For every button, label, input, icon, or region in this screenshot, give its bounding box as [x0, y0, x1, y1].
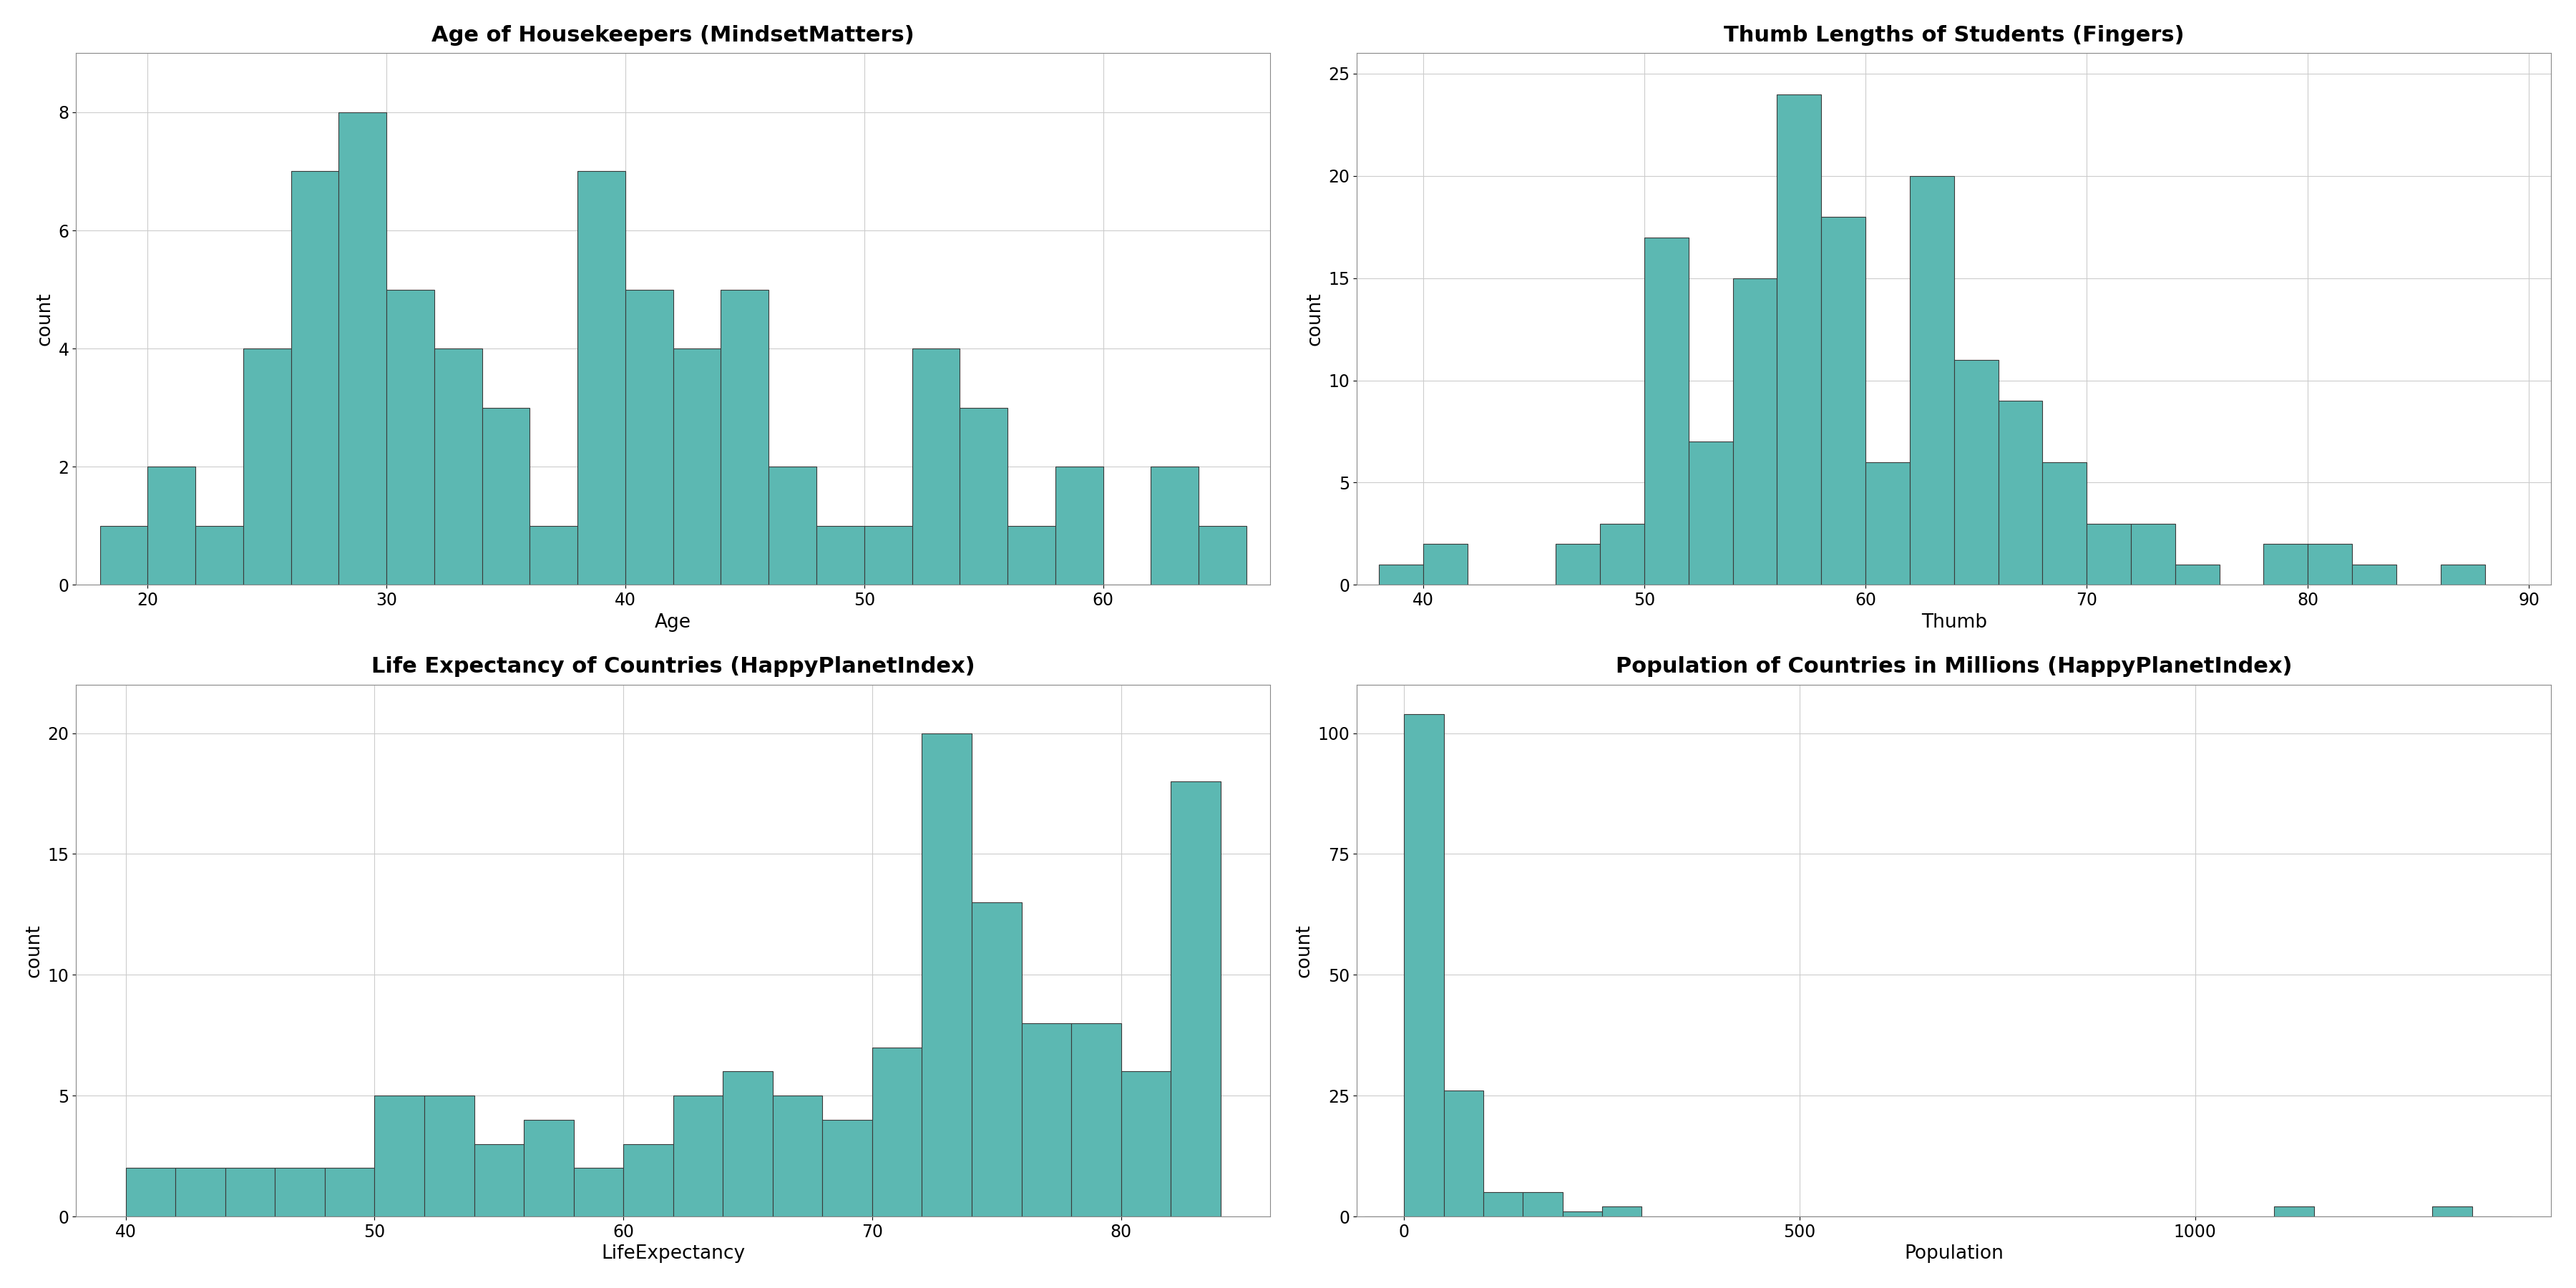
Y-axis label: count: count	[1306, 292, 1324, 345]
Bar	[2275, 1207, 2313, 1216]
Bar	[1443, 1091, 1484, 1216]
Bar	[1909, 176, 1955, 585]
Bar	[291, 171, 337, 585]
Bar	[2308, 544, 2352, 585]
Bar	[1007, 526, 1056, 585]
Bar	[577, 171, 626, 585]
Bar	[574, 1168, 623, 1216]
Bar	[147, 466, 196, 585]
X-axis label: LifeExpectancy: LifeExpectancy	[600, 1244, 744, 1264]
Bar	[1643, 237, 1687, 585]
Bar	[100, 526, 147, 585]
X-axis label: Age: Age	[654, 613, 690, 631]
Bar	[1422, 544, 1468, 585]
Bar	[672, 1096, 724, 1216]
Bar	[337, 112, 386, 585]
Bar	[1687, 442, 1734, 585]
Title: Life Expectancy of Countries (HappyPlanetIndex): Life Expectancy of Countries (HappyPlane…	[371, 657, 974, 677]
Bar	[912, 349, 961, 585]
Bar	[773, 1096, 822, 1216]
Bar	[817, 526, 863, 585]
Bar	[1734, 278, 1777, 585]
Y-axis label: count: count	[36, 292, 54, 345]
Bar	[1777, 94, 1821, 585]
Bar	[1522, 1193, 1564, 1216]
Bar	[1404, 714, 1443, 1216]
Bar	[623, 1144, 672, 1216]
Bar	[721, 290, 768, 585]
Bar	[242, 349, 291, 585]
Bar	[1602, 1207, 1641, 1216]
Bar	[1600, 523, 1643, 585]
Bar	[2043, 462, 2087, 585]
Bar	[224, 1168, 276, 1216]
Bar	[474, 1144, 523, 1216]
Bar	[961, 408, 1007, 585]
Bar	[1023, 1023, 1072, 1216]
Bar	[1170, 782, 1221, 1216]
X-axis label: Population: Population	[1904, 1244, 2004, 1264]
X-axis label: Thumb: Thumb	[1922, 613, 1986, 631]
Bar	[1072, 1023, 1121, 1216]
Bar	[1556, 544, 1600, 585]
Bar	[724, 1072, 773, 1216]
Bar	[822, 1119, 873, 1216]
Bar	[325, 1168, 374, 1216]
Y-axis label: count: count	[26, 923, 44, 978]
Bar	[672, 349, 721, 585]
Bar	[2352, 564, 2396, 585]
Bar	[2264, 544, 2308, 585]
Bar	[1821, 216, 1865, 585]
Bar	[126, 1168, 175, 1216]
Bar	[531, 526, 577, 585]
Bar	[1198, 526, 1247, 585]
Bar	[1121, 1072, 1170, 1216]
Bar	[196, 526, 242, 585]
Bar	[922, 733, 971, 1216]
Bar	[863, 526, 912, 585]
Bar	[1378, 564, 1422, 585]
Bar	[2130, 523, 2174, 585]
Bar	[435, 349, 482, 585]
Bar	[1955, 359, 1999, 585]
Bar	[626, 290, 672, 585]
Bar	[971, 903, 1023, 1216]
Bar	[2174, 564, 2221, 585]
Bar	[1999, 401, 2043, 585]
Bar	[276, 1168, 325, 1216]
Bar	[1484, 1193, 1522, 1216]
Bar	[386, 290, 435, 585]
Bar	[425, 1096, 474, 1216]
Title: Population of Countries in Millions (HappyPlanetIndex): Population of Countries in Millions (Hap…	[1615, 657, 2293, 677]
Bar	[1056, 466, 1103, 585]
Title: Age of Housekeepers (MindsetMatters): Age of Housekeepers (MindsetMatters)	[433, 24, 914, 45]
Title: Thumb Lengths of Students (Fingers): Thumb Lengths of Students (Fingers)	[1723, 24, 2184, 45]
Bar	[873, 1047, 922, 1216]
Bar	[482, 408, 531, 585]
Bar	[1151, 466, 1198, 585]
Bar	[2087, 523, 2130, 585]
Bar	[1865, 462, 1909, 585]
Bar	[768, 466, 817, 585]
Bar	[374, 1096, 425, 1216]
Bar	[2432, 1207, 2473, 1216]
Bar	[2439, 564, 2486, 585]
Y-axis label: count: count	[1296, 923, 1314, 978]
Bar	[175, 1168, 224, 1216]
Bar	[1564, 1212, 1602, 1216]
Bar	[523, 1119, 574, 1216]
